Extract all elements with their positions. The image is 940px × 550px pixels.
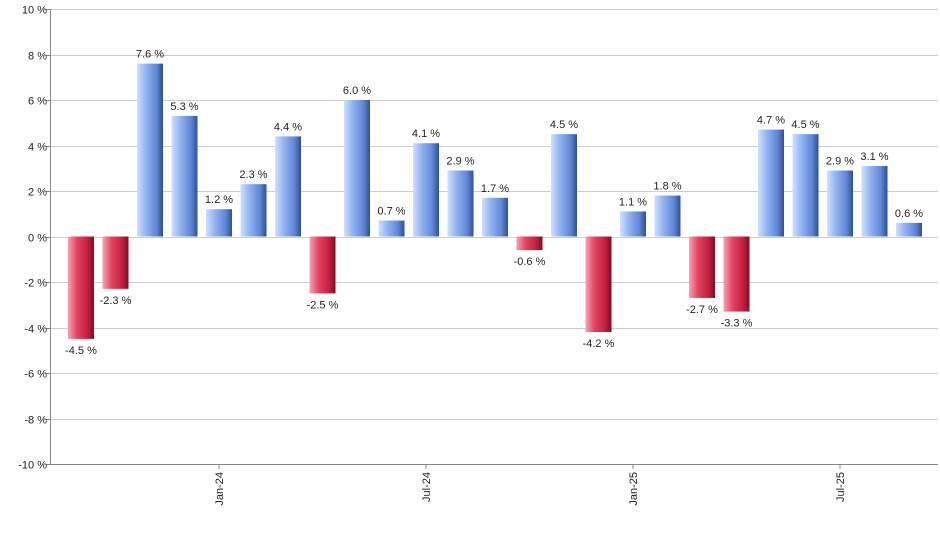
data-labels-group: -4.5 % -2.3 % 7.6 % 5.3 % 1.2 % 2.3 % 4.4 % -2.… <box>65 49 923 357</box>
bar-positive <box>758 129 784 237</box>
data-label: 1.2 % <box>205 194 233 206</box>
y-tick-labels: 10 % 8 % 6 % 4 % 2 % 0 % -2 % -4 % -6 % -8 % -10 % <box>18 5 47 472</box>
bar-positive <box>827 170 853 237</box>
x-tick-label: Jul-24 <box>421 472 433 502</box>
data-label: 4.5 % <box>791 119 819 131</box>
bar-negative <box>723 236 750 312</box>
data-label: 1.8 % <box>653 181 681 193</box>
x-tick-label: Jan-25 <box>628 472 640 506</box>
data-label: -3.3 % <box>721 318 753 330</box>
data-label: 1.1 % <box>619 196 647 208</box>
data-label: -4.5 % <box>65 345 97 357</box>
bar-positive <box>861 165 888 237</box>
bar-negative <box>68 236 94 339</box>
y-tick-label: 2 % <box>28 187 47 199</box>
grid-lines <box>50 9 938 465</box>
bar-negative <box>585 236 612 333</box>
x-tick-label: Jan-24 <box>214 472 226 506</box>
bar-positive <box>654 195 681 237</box>
data-label: 3.1 % <box>860 151 888 163</box>
bar-negative <box>689 236 715 298</box>
x-tick-label: Jul-25 <box>835 472 847 502</box>
data-label: 7.6 % <box>136 49 164 61</box>
y-tick-label: -8 % <box>24 415 47 427</box>
bar-positive <box>620 211 646 237</box>
data-label: 6.0 % <box>343 85 371 97</box>
data-label: -2.7 % <box>686 304 718 316</box>
bar-positive <box>137 63 163 237</box>
data-label: 1.7 % <box>481 183 509 195</box>
bar-positive <box>171 115 198 237</box>
bar-positive <box>413 143 439 237</box>
data-label: 2.3 % <box>239 169 267 181</box>
data-label: 2.9 % <box>826 156 854 168</box>
data-label: 5.3 % <box>170 101 198 113</box>
y-tick-label: -10 % <box>18 460 47 472</box>
bar-positive <box>378 220 405 237</box>
y-tick-label: 8 % <box>28 51 47 63</box>
axes-group <box>46 9 938 469</box>
bar-negative <box>102 236 129 289</box>
bar-positive <box>792 134 819 237</box>
y-tick-label: -4 % <box>24 324 47 336</box>
bar-positive <box>896 222 922 237</box>
data-label: -2.5 % <box>307 299 339 311</box>
bar-positive <box>344 100 370 237</box>
bar-positive <box>206 209 232 237</box>
data-label: 4.1 % <box>412 128 440 140</box>
data-label: 4.5 % <box>550 119 578 131</box>
bar-positive <box>240 184 267 237</box>
y-tick-label: 0 % <box>28 233 47 245</box>
bar-positive <box>551 134 577 237</box>
y-tick-label: -6 % <box>24 369 47 381</box>
data-label: -0.6 % <box>514 256 546 268</box>
data-label: 0.6 % <box>895 208 923 220</box>
y-tick-label: -2 % <box>24 278 47 290</box>
x-tick-labels: Jan-24 Jul-24 Jan-25 Jul-25 <box>214 472 847 506</box>
y-tick-label: 6 % <box>28 96 47 108</box>
data-label: 4.7 % <box>757 115 785 127</box>
y-tick-label: 4 % <box>28 142 47 154</box>
y-tick-label: 10 % <box>22 5 47 17</box>
bar-positive <box>447 170 474 237</box>
data-label: -2.3 % <box>100 295 132 307</box>
data-label: 2.9 % <box>446 156 474 168</box>
bar-positive <box>482 197 508 237</box>
bar-negative <box>516 236 543 251</box>
bars-group <box>68 63 922 339</box>
bar-positive <box>275 136 301 237</box>
data-label: 0.7 % <box>377 206 405 218</box>
data-label: 4.4 % <box>274 121 302 133</box>
bar-negative <box>309 236 336 294</box>
data-label: -4.2 % <box>583 338 615 350</box>
